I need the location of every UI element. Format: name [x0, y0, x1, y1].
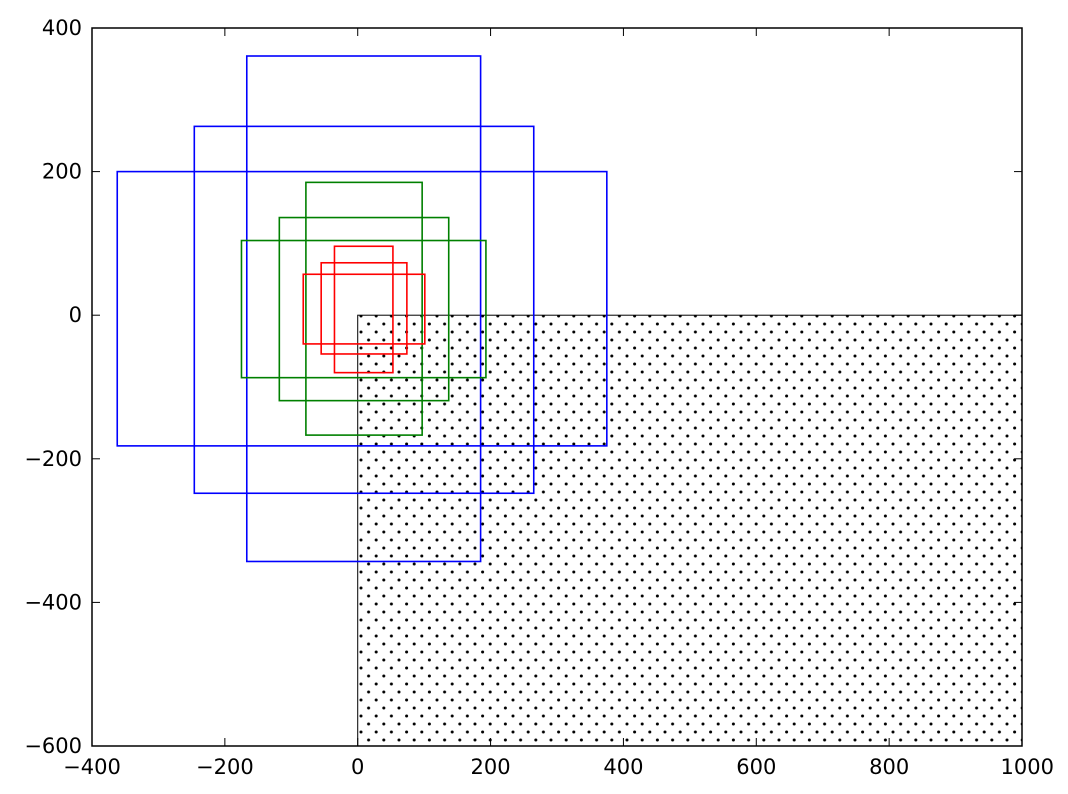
x-tick-label: 0 — [351, 755, 364, 779]
x-tick-label: −200 — [196, 755, 254, 779]
y-tick-label: −400 — [24, 590, 82, 614]
y-tick-label: 200 — [42, 160, 82, 184]
rectangle-0-1 — [193, 125, 535, 495]
rectangle-1-2 — [305, 181, 423, 436]
dotted-hatch-region — [357, 314, 1022, 746]
rectangle-series-1 — [240, 181, 487, 436]
y-tick-label: 0 — [69, 303, 82, 327]
x-tick-label: 400 — [603, 755, 643, 779]
x-tick-label: 600 — [736, 755, 776, 779]
x-tick-label: 800 — [869, 755, 909, 779]
axis-ticks — [91, 27, 1023, 747]
y-tick-label: −200 — [24, 447, 82, 471]
rectangle-2-2 — [333, 245, 394, 374]
rectangle-series-0 — [116, 55, 608, 563]
axes-frame — [91, 27, 1023, 747]
plot-content — [116, 55, 1022, 746]
y-tick-label: 400 — [42, 16, 82, 40]
rectangle-1-0 — [240, 239, 487, 379]
rectangle-2-0 — [302, 273, 426, 345]
rectangle-1-1 — [278, 216, 450, 402]
axis-tick-labels: −400 −200 0 200 400 600 800 1000−600−400−200020… — [24, 16, 1054, 779]
rectangle-2-1 — [320, 261, 408, 355]
x-tick-label: −400 — [63, 755, 121, 779]
y-tick-label: −600 — [24, 734, 82, 758]
x-tick-label: 1000 — [1001, 755, 1054, 779]
rectangle-0-2 — [245, 55, 482, 563]
rectangle-series-2 — [302, 245, 426, 374]
rectangle-0-0 — [116, 170, 608, 447]
x-tick-label: 200 — [471, 755, 511, 779]
